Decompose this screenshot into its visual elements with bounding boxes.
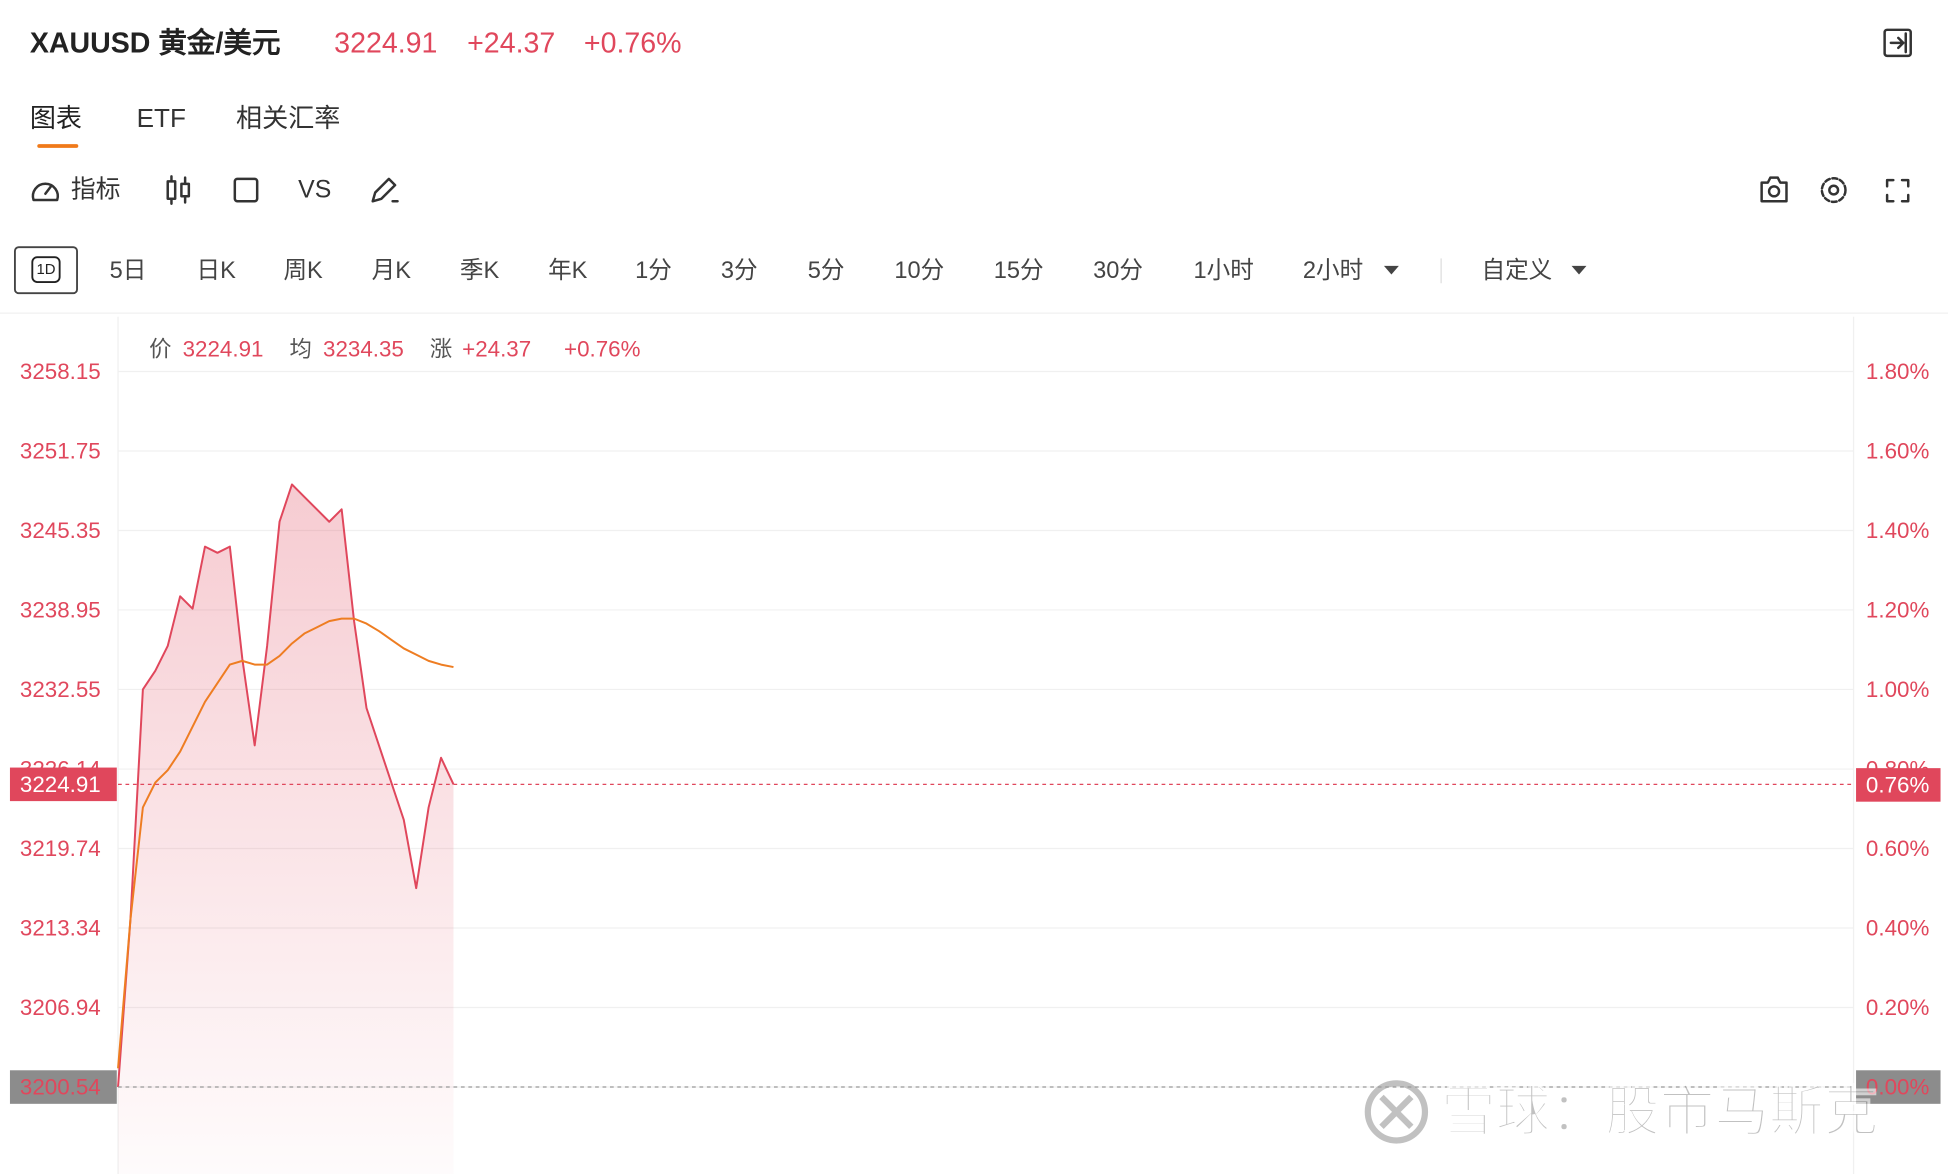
period[interactable]: 5日 bbox=[110, 258, 147, 284]
tab-active[interactable]: 图表 bbox=[30, 103, 82, 133]
dropdown-arrow bbox=[1383, 265, 1399, 275]
info-value: +24.37 bbox=[462, 337, 531, 362]
y-tick-label: 3206.94 bbox=[20, 995, 101, 1020]
info-name: 价 bbox=[149, 337, 171, 362]
period[interactable]: 2小时 bbox=[1303, 257, 1363, 284]
y-tick-label: 3213.34 bbox=[20, 916, 101, 941]
average-line bbox=[117, 617, 454, 1069]
y-tick-label: 3238.95 bbox=[20, 597, 101, 622]
y-tick-label: 3251.75 bbox=[20, 438, 101, 463]
y2-tick-label: 1.80% bbox=[1866, 359, 1930, 384]
period[interactable]: 1小时 bbox=[1194, 257, 1254, 284]
watermark: 雪球：股市马斯克 bbox=[1364, 1080, 1879, 1144]
y-tick-label: 3232.55 bbox=[20, 677, 101, 702]
period[interactable]: 15分 bbox=[994, 257, 1044, 284]
dropdown-arrow bbox=[1571, 265, 1587, 275]
y-tick-label: 3219.74 bbox=[20, 836, 101, 861]
change: +24.37 bbox=[467, 27, 555, 59]
price-line bbox=[117, 483, 455, 1088]
period[interactable]: 日K bbox=[197, 258, 237, 284]
y-tick-box bbox=[9, 1070, 117, 1104]
y2-tick-box bbox=[1856, 1070, 1941, 1104]
info-value: 3224.91 bbox=[183, 337, 264, 362]
period[interactable]: 年K bbox=[548, 257, 588, 284]
y2-tick-label: 0.40% bbox=[1866, 916, 1930, 941]
y2-tick-label: 1.20% bbox=[1866, 597, 1930, 622]
watermark-text: 雪球：股市马斯克 bbox=[1441, 1081, 1878, 1142]
period-icon bbox=[31, 256, 61, 283]
last-price-box bbox=[9, 767, 117, 802]
shape-button[interactable] bbox=[233, 177, 259, 203]
indicator-button[interactable]: 指标 bbox=[31, 176, 121, 204]
period[interactable]: 3分 bbox=[721, 257, 758, 284]
y2-tick-label: 1.00% bbox=[1866, 677, 1930, 702]
last-price-label: 3224.91 bbox=[20, 772, 101, 797]
period[interactable]: 30分 bbox=[1093, 257, 1143, 284]
y2-tick-label: 0.20% bbox=[1866, 995, 1930, 1020]
y-tick-label: 3245.35 bbox=[20, 518, 101, 543]
tab[interactable]: 相关汇率 bbox=[236, 103, 340, 133]
y2-tick-label: 0.00% bbox=[1866, 1075, 1930, 1100]
y-tick-label: 3200.54 bbox=[20, 1075, 101, 1100]
period[interactable]: 月K bbox=[372, 258, 412, 284]
last-change-label: 0.76% bbox=[1866, 772, 1930, 797]
fullscreen-button[interactable] bbox=[1885, 178, 1910, 203]
indicator-label: 指标 bbox=[71, 176, 121, 204]
last-change-box bbox=[1856, 768, 1941, 802]
price: 3224.91 bbox=[334, 27, 437, 59]
period[interactable]: 5分 bbox=[808, 257, 845, 284]
period[interactable]: 1分 bbox=[635, 257, 672, 284]
tab[interactable]: ETF bbox=[137, 103, 186, 133]
info-value: +0.76% bbox=[564, 337, 641, 362]
info-value: 3234.35 bbox=[323, 337, 404, 362]
price-area bbox=[118, 484, 454, 1174]
period[interactable]: 自定义 bbox=[1482, 257, 1553, 284]
period[interactable]: 周K bbox=[283, 258, 323, 284]
symbol: XAUUSD 黄金/美元 bbox=[30, 26, 281, 59]
tab-underline bbox=[37, 144, 79, 148]
period[interactable]: 季K bbox=[460, 257, 500, 284]
y2-tick-label: 0.60% bbox=[1866, 836, 1930, 861]
settings-button[interactable] bbox=[1820, 177, 1847, 204]
period-active-box[interactable] bbox=[13, 246, 78, 295]
info-name: 均 bbox=[289, 337, 311, 362]
draw-button[interactable] bbox=[371, 177, 399, 203]
y-tick-label: 3258.15 bbox=[20, 359, 101, 384]
screenshot-button[interactable] bbox=[1760, 176, 1788, 203]
y2-tick-label: 1.60% bbox=[1866, 438, 1930, 463]
period[interactable]: 10分 bbox=[894, 257, 944, 284]
candle-button[interactable] bbox=[166, 175, 191, 205]
compare-button[interactable]: VS bbox=[298, 177, 331, 204]
collapse-button[interactable] bbox=[1883, 28, 1912, 58]
info-name: 涨 bbox=[430, 337, 452, 362]
period-active: 1D bbox=[36, 262, 55, 278]
change-percent: +0.76% bbox=[584, 27, 682, 59]
y2-tick-label: 1.40% bbox=[1866, 518, 1930, 543]
